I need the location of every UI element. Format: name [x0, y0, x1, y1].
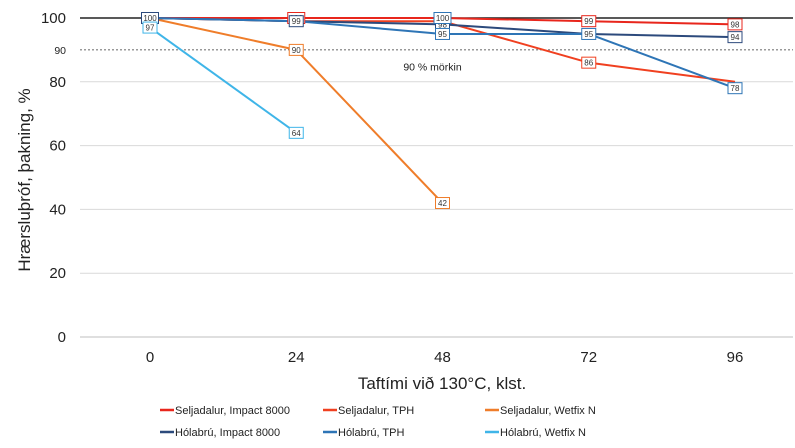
- x-tick-label-0: 0: [146, 349, 154, 366]
- data-label-value: 95: [438, 30, 447, 39]
- data-label-value: 42: [438, 199, 447, 208]
- data-label-value: 78: [731, 84, 740, 93]
- data-label-value: 86: [584, 59, 593, 68]
- data-label-box: [288, 43, 304, 56]
- legend-label: Hólabrú, Wetfix N: [500, 427, 586, 439]
- data-label-box: [727, 18, 743, 31]
- data-label-value: 99: [292, 17, 301, 26]
- y-tick-label-80: 80: [49, 74, 66, 91]
- y-tick-label-60: 60: [49, 138, 66, 155]
- data-label-value: 64: [292, 129, 301, 138]
- data-label-value: 98: [731, 20, 740, 29]
- data-label-value: 97: [146, 24, 155, 33]
- data-label-s4-2: 99: [288, 15, 304, 28]
- data-label-box: [142, 21, 158, 34]
- reference-line-group: 90 90 % mörkin: [54, 45, 793, 74]
- legend-item-1: Seljadalur, Impact 8000: [160, 405, 290, 417]
- data-label-box: [435, 197, 450, 210]
- data-label-value: 90: [292, 46, 301, 55]
- legend-label: Seljadalur, Wetfix N: [500, 405, 596, 417]
- x-tick-label-48: 48: [434, 349, 451, 366]
- data-label-box: [288, 126, 304, 139]
- data-label-value: 98: [438, 20, 447, 29]
- data-label-box: [581, 15, 597, 28]
- data-label-s6-2: 64: [288, 126, 304, 139]
- data-label-s2-1: 86: [581, 56, 597, 69]
- data-label-box: [727, 82, 743, 95]
- legend-item-4: Hólabrú, Impact 8000: [160, 427, 280, 439]
- legend-item-6: Hólabrú, Wetfix N: [485, 427, 586, 439]
- data-label-s4-4: 94: [727, 31, 743, 44]
- data-label-s5-2: 95: [435, 27, 450, 40]
- x-tick-label-72: 72: [580, 349, 597, 366]
- data-label-s6-1: 97: [142, 21, 158, 34]
- y-axis-title: Hrærsluþróf, þakning, %: [15, 88, 34, 271]
- legend-label: Seljadalur, TPH: [338, 405, 414, 417]
- data-label-value: 99: [584, 17, 593, 26]
- data-label-s5-3: 95: [581, 27, 597, 40]
- data-label-value: 100: [143, 14, 157, 23]
- reference-line-label: 90 % mörkin: [403, 62, 462, 74]
- data-label-box: [435, 27, 450, 40]
- data-label-box: [288, 15, 304, 28]
- y-tick-label-100: 100: [41, 10, 66, 27]
- y-tick-label-40: 40: [49, 201, 66, 218]
- data-label-s3-2: 42: [435, 197, 450, 210]
- legend-item-3: Seljadalur, Wetfix N: [485, 405, 596, 417]
- legend-item-2: Seljadalur, TPH: [323, 405, 414, 417]
- x-tick-label-96: 96: [727, 349, 744, 366]
- legend-label: Hólabrú, Impact 8000: [175, 427, 280, 439]
- data-label-box: [433, 12, 452, 24]
- data-label-s1-2: 99: [581, 15, 597, 28]
- data-label-box: [581, 56, 597, 69]
- data-label-s1-3: 98: [727, 18, 743, 31]
- legend-label: Seljadalur, Impact 8000: [175, 405, 290, 417]
- series-lines: [149, 17, 736, 204]
- data-label-value: 94: [731, 33, 740, 42]
- legend-item-5: Hólabrú, TPH: [323, 427, 404, 439]
- data-label-value: 95: [584, 30, 593, 39]
- data-label-s5-4: 78: [727, 82, 743, 95]
- data-labels: 10099988690421009998941009595789764: [141, 12, 743, 210]
- reference-line-tick-label: 90: [54, 45, 66, 57]
- x-tick-label-24: 24: [288, 349, 305, 366]
- gridlines: [80, 81, 793, 274]
- legend: Seljadalur, Impact 8000 Seljadalur, TPH Se…: [160, 405, 596, 439]
- y-tick-label-20: 20: [49, 265, 66, 282]
- data-label-box: [581, 27, 597, 40]
- data-label-value: 100: [436, 14, 450, 23]
- y-tick-label-0: 0: [58, 329, 66, 346]
- legend-label: Hólabrú, TPH: [338, 427, 404, 439]
- series-line-6: [149, 26, 297, 134]
- data-label-box: [727, 31, 743, 44]
- data-label-s3-1: 90: [288, 43, 304, 56]
- data-label-s5-1: 100: [433, 12, 452, 24]
- x-axis-title: Taftími við 130°C, klst.: [358, 374, 526, 393]
